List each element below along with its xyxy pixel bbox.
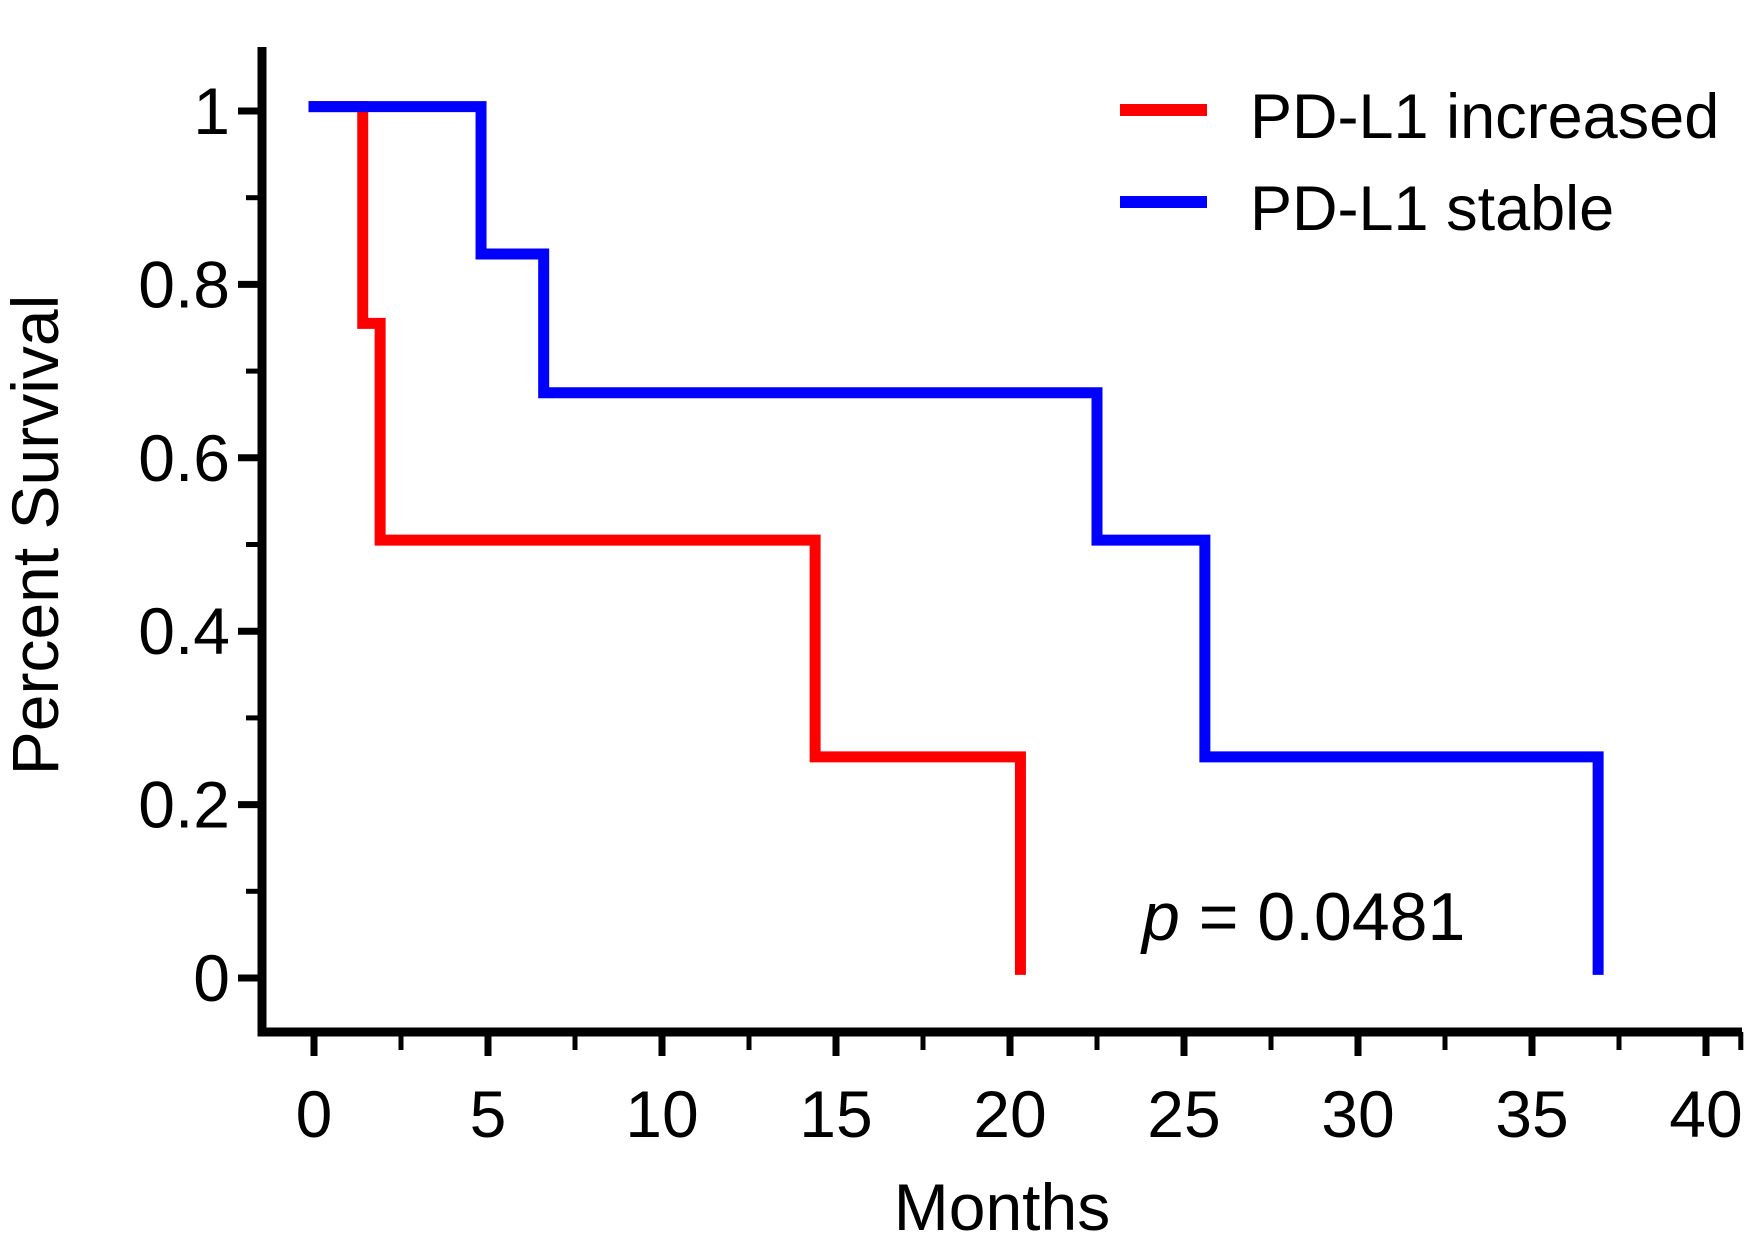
- y-tick-label: 0.2: [138, 768, 230, 842]
- curve-pd-l1-stable: [308, 101, 1604, 975]
- p-value-annotation: p = 0.0481: [1140, 879, 1465, 955]
- y-tick-label: 0.8: [138, 247, 230, 321]
- x-tick-label: 5: [470, 1077, 507, 1151]
- y-axis: 0 0.2 0.4 0.6 0.8 1 Percent Survival: [0, 47, 267, 1037]
- x-tick-label: 20: [973, 1077, 1046, 1151]
- x-tick-label: 30: [1321, 1077, 1394, 1151]
- legend-label-pd-l1-stable: PD-L1 stable: [1250, 174, 1614, 244]
- p-value-symbol: p: [1140, 879, 1180, 955]
- y-tick-label: 0.4: [138, 594, 230, 668]
- y-axis-title: Percent Survival: [0, 295, 72, 776]
- legend: PD-L1 increased PD-L1 stable: [1120, 82, 1719, 244]
- x-axis-title: Months: [894, 1170, 1110, 1244]
- x-tick-label: 0: [296, 1077, 333, 1151]
- legend-label-pd-l1-increased: PD-L1 increased: [1250, 82, 1719, 152]
- x-tick-marks: [310, 1032, 1744, 1056]
- x-tick-label: 15: [799, 1077, 872, 1151]
- x-tick-label: 10: [625, 1077, 698, 1151]
- survival-curves: [308, 101, 1604, 975]
- x-tick-label: 35: [1495, 1077, 1568, 1151]
- legend-item-pd-l1-increased: PD-L1 increased: [1120, 82, 1719, 152]
- legend-item-pd-l1-stable: PD-L1 stable: [1120, 174, 1614, 244]
- x-tick-label: 25: [1147, 1077, 1220, 1151]
- curve-pd-l1-increased: [308, 101, 1026, 975]
- p-value-text: = 0.0481: [1199, 879, 1466, 955]
- x-tick-label: 40: [1669, 1077, 1742, 1151]
- y-tick-label: 1: [193, 74, 230, 148]
- x-axis: 0 5 10 15 20 25 30 35 40 Months: [257, 1027, 1744, 1244]
- x-tick-labels: 0 5 10 15 20 25 30 35 40: [296, 1077, 1743, 1151]
- y-tick-labels: 0 0.2 0.4 0.6 0.8 1: [138, 74, 230, 1015]
- y-tick-label: 0.6: [138, 421, 230, 495]
- y-tick-label: 0: [193, 941, 230, 1015]
- y-tick-marks: [238, 107, 262, 982]
